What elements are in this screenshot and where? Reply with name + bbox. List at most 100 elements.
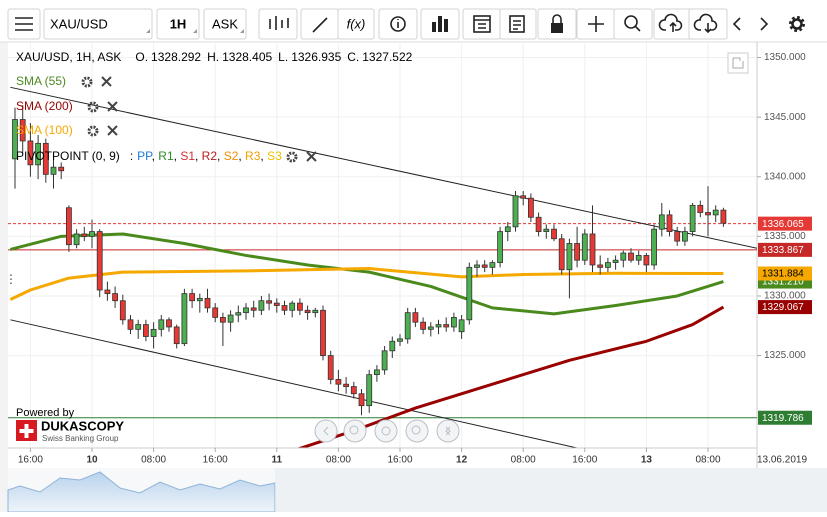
candle-body [12, 119, 18, 160]
trend-line [10, 319, 580, 448]
y-tick-label: 1340.000 [764, 171, 806, 182]
legend-gear[interactable] [87, 125, 99, 137]
candle-body [581, 233, 588, 261]
candle-body [635, 255, 642, 261]
nav-zoom-out[interactable] [343, 419, 367, 443]
side-select[interactable]: ASK [203, 8, 247, 40]
pivot-item: PP [137, 149, 153, 163]
zoom-button[interactable] [613, 8, 653, 40]
candle-body [566, 243, 573, 271]
menu-button[interactable] [7, 8, 41, 40]
price-label: 1333.867 [762, 245, 804, 256]
expand-button[interactable] [727, 52, 749, 74]
settings-button[interactable] [789, 16, 805, 32]
x-tick-label: 08:00 [141, 455, 166, 466]
nav-zoom-in[interactable] [405, 419, 429, 443]
crosshair-button[interactable] [576, 8, 616, 40]
candle-body [19, 119, 26, 142]
timeframe-select[interactable]: 1H [156, 8, 200, 40]
candle-body [705, 212, 711, 216]
candle-body [96, 231, 103, 291]
candle-body [389, 340, 396, 352]
indicators-button[interactable]: f(x) [337, 8, 375, 40]
candle-body [343, 383, 350, 387]
candle-body [27, 140, 34, 166]
symbol-select[interactable]: XAU/USD [43, 8, 153, 40]
candle-body [296, 302, 303, 311]
ohlc-label: C. [347, 50, 359, 64]
legend-remove[interactable] [107, 101, 118, 112]
candle-body [512, 195, 519, 228]
candle-body [235, 312, 242, 316]
info-title: XAU/USD, 1H, ASK [16, 50, 121, 64]
pivot-separator: , [174, 149, 181, 163]
nav-left[interactable] [314, 419, 338, 443]
legend-entry: SMA (55) [16, 74, 66, 88]
chart-type-button[interactable] [258, 8, 298, 40]
symbol-box[interactable] [43, 8, 153, 40]
navigator-window[interactable] [275, 468, 827, 512]
symbol-text: XAU/USD [50, 16, 108, 31]
x-tick-label: 10 [86, 455, 98, 466]
calendar-button[interactable] [462, 8, 502, 40]
draw-button[interactable] [300, 8, 340, 40]
side-box[interactable] [203, 8, 247, 40]
scroll-right[interactable] [760, 17, 769, 31]
legend-gear[interactable] [87, 101, 99, 113]
candle-body [166, 319, 172, 328]
dropdown-corner [240, 29, 244, 33]
nav-icon [349, 425, 359, 435]
calendar-icon [473, 15, 491, 33]
candle-body [127, 319, 134, 330]
info-button[interactable] [378, 8, 418, 40]
legend-gear[interactable] [286, 151, 298, 163]
candle-body [181, 293, 188, 345]
x-tick-label: 16:00 [387, 455, 412, 466]
candle-body [158, 319, 165, 330]
button-box[interactable] [258, 8, 298, 40]
candles-icon [269, 16, 289, 30]
legend-gear[interactable] [81, 76, 93, 88]
ohlc-label: O. [135, 50, 148, 64]
timeframe-box[interactable] [156, 8, 200, 40]
report-icon [509, 15, 525, 33]
button-box[interactable] [337, 8, 375, 40]
candle-body [551, 228, 557, 240]
button-box[interactable] [613, 8, 653, 40]
price-label: 1331.884 [762, 269, 804, 280]
candle-body [528, 197, 534, 218]
price-label-box [758, 300, 812, 315]
upload-button[interactable] [653, 8, 693, 40]
candle-body [366, 374, 373, 407]
candle-body [497, 231, 504, 263]
nav-right[interactable] [436, 419, 460, 443]
legend-remove[interactable] [107, 125, 118, 136]
brand-tagline: Swiss Banking Group [42, 434, 119, 443]
button-box[interactable] [499, 8, 537, 40]
candle-body [658, 214, 665, 230]
expand-box[interactable] [727, 52, 749, 74]
candle-body [358, 393, 365, 407]
report-button[interactable] [499, 8, 537, 40]
scroll-left[interactable] [732, 17, 741, 31]
pivot-separator: , [217, 149, 224, 163]
pivot-separator: , [260, 149, 267, 163]
download-button[interactable] [688, 8, 728, 40]
volume-button[interactable] [420, 8, 460, 40]
legend-remove[interactable] [101, 76, 112, 87]
candle-body [243, 307, 249, 314]
legend-remove[interactable] [306, 151, 317, 162]
pivot-item: S2 [224, 149, 239, 163]
date-label: 13.06.2019 [757, 455, 807, 466]
timeframe-text: 1H [170, 16, 187, 31]
candle-body [104, 289, 111, 294]
resize-handle[interactable]: ⋮ [5, 272, 17, 286]
price-label-box [758, 266, 812, 281]
lock-button[interactable] [537, 8, 577, 40]
candle-body [204, 297, 211, 309]
nav-reset[interactable] [374, 419, 398, 443]
candle-body [327, 355, 334, 380]
candle-body [350, 386, 357, 395]
